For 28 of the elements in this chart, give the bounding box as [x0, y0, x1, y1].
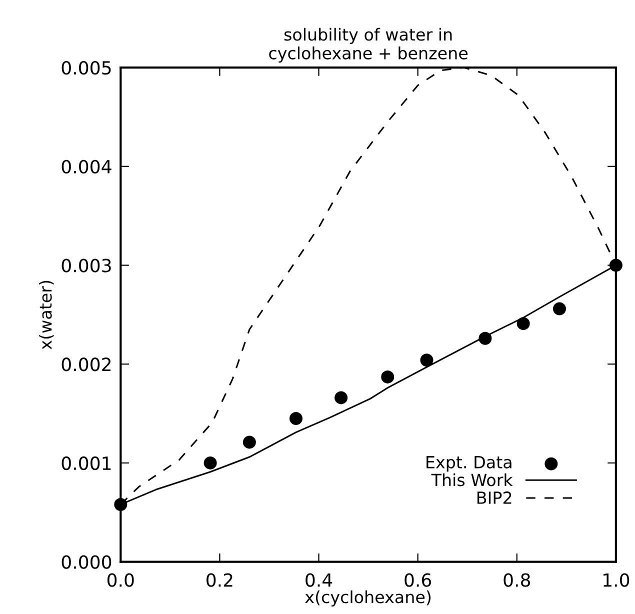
- chart-title: solubility of water in cyclohexane + benzene: [269, 28, 468, 63]
- point: [420, 354, 434, 367]
- x-tick-label: 0.8: [504, 573, 530, 587]
- y-tick-label: 0.005: [62, 61, 111, 75]
- y-tick-label: 0.001: [62, 456, 111, 470]
- point: [334, 391, 348, 404]
- y-tick-label: 0.004: [62, 160, 112, 174]
- x-tick-label: 1.0: [604, 573, 630, 587]
- point: [289, 412, 302, 425]
- point: [242, 436, 256, 449]
- y-tick-label: 0.000: [62, 555, 112, 569]
- point: [381, 370, 394, 384]
- x-tick-label: 0.6: [404, 573, 432, 587]
- legend-label: Expt. Data: [426, 456, 512, 472]
- x-tick-label: 0.0: [107, 573, 134, 587]
- point: [114, 498, 128, 511]
- legend-label: BIP2: [477, 491, 512, 504]
- point: [204, 456, 217, 470]
- point: [516, 317, 530, 330]
- x-tick-label: 0.4: [306, 573, 332, 587]
- legend-label: This Work: [431, 473, 513, 486]
- point: [552, 302, 566, 316]
- point: [478, 332, 492, 345]
- y-axis-title: x(water): [38, 280, 54, 350]
- x-axis-title: x(cyclohexane): [305, 590, 431, 607]
- y-tick-label: 0.002: [62, 358, 111, 372]
- y-tick-label: 0.003: [62, 258, 111, 272]
- x-tick-label: 0.2: [206, 573, 232, 587]
